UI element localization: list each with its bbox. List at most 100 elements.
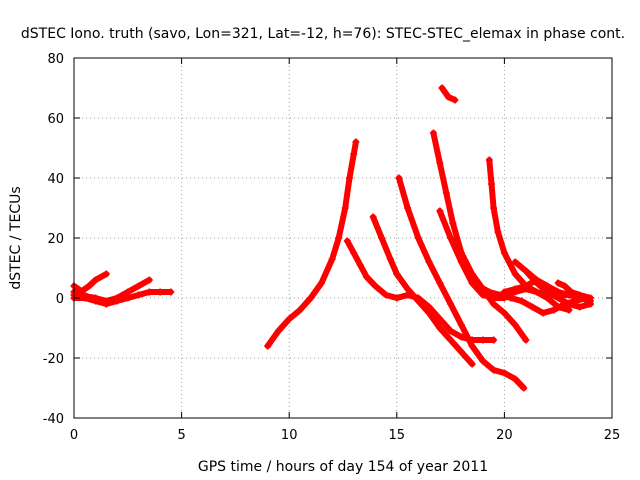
data-point: [363, 273, 371, 281]
x-tick-label: 10: [281, 428, 298, 443]
data-point: [436, 207, 444, 215]
data-point: [500, 369, 508, 377]
y-tick-label: 20: [47, 232, 64, 247]
data-point: [586, 294, 594, 302]
data-point: [369, 213, 377, 221]
series-arc-g: [395, 174, 528, 392]
data-point: [113, 297, 121, 305]
data-point: [479, 291, 487, 299]
data-point: [378, 234, 386, 242]
series-arc-e: [343, 237, 498, 344]
y-tick-label: -40: [43, 412, 64, 427]
data-point: [490, 300, 498, 308]
data-point: [264, 342, 272, 350]
y-tick-label: 0: [56, 292, 64, 307]
data-point: [554, 303, 562, 311]
data-point: [124, 294, 132, 302]
data-point: [457, 258, 465, 266]
data-point: [518, 297, 526, 305]
data-point: [74, 285, 82, 293]
data-point: [285, 315, 293, 323]
data-point: [490, 294, 498, 302]
data-point: [479, 357, 487, 365]
data-point: [468, 342, 476, 350]
data-point: [567, 288, 575, 296]
data-point: [442, 189, 450, 197]
y-axis-label: dSTEC / TECUs: [8, 186, 24, 289]
x-tick-label: 15: [389, 428, 406, 443]
data-point: [317, 279, 325, 287]
data-point: [124, 288, 132, 296]
data-point: [494, 228, 502, 236]
data-point: [500, 249, 508, 257]
data-point: [485, 288, 493, 296]
data-point: [576, 291, 584, 299]
data-point: [475, 282, 483, 290]
data-point: [586, 300, 594, 308]
data-point: [520, 384, 528, 392]
data-point: [429, 129, 437, 137]
data-point: [145, 288, 153, 296]
data-point: [395, 174, 403, 182]
data-point: [393, 294, 401, 302]
data-point: [436, 315, 444, 323]
data-point: [554, 288, 562, 296]
data-point: [167, 288, 175, 296]
series-arc-j: [438, 84, 459, 104]
data-point: [414, 234, 422, 242]
series-arc-q: [500, 276, 541, 296]
data-point: [274, 327, 282, 335]
data-point: [511, 375, 519, 383]
data-point: [522, 267, 530, 275]
series-trace: [344, 238, 497, 343]
data-point: [447, 300, 455, 308]
tick-layer: 0 5 10 15 20 25 -40 -20 0 20 40 60 80: [43, 52, 621, 443]
data-point: [350, 249, 358, 257]
data-point: [468, 360, 476, 368]
data-point: [156, 288, 164, 296]
data-point: [343, 237, 351, 245]
data-point: [356, 261, 364, 269]
data-point: [102, 300, 110, 308]
data-point: [447, 234, 455, 242]
data-point: [554, 294, 562, 302]
data-point: [528, 303, 536, 311]
data-point: [92, 276, 100, 284]
data-point: [522, 282, 530, 290]
data-point: [479, 336, 487, 344]
data-point: [565, 306, 573, 314]
series-trace: [264, 139, 359, 349]
data-point: [543, 294, 551, 302]
data-point: [382, 291, 390, 299]
data-point: [436, 279, 444, 287]
data-point: [352, 138, 360, 146]
data-point: [85, 282, 93, 290]
data-point: [565, 300, 573, 308]
grid-layer: [74, 58, 612, 418]
y-tick-label: -20: [43, 352, 64, 367]
data-point: [457, 333, 465, 341]
data-point: [554, 279, 562, 287]
data-point: [414, 297, 422, 305]
data-point: [296, 306, 304, 314]
data-point: [539, 309, 547, 317]
data-point: [511, 270, 519, 278]
data-point: [500, 309, 508, 317]
data-point: [490, 204, 498, 212]
data-point: [79, 288, 87, 296]
data-point: [500, 288, 508, 296]
data-point: [371, 282, 379, 290]
data-point: [511, 285, 519, 293]
x-tick-label: 25: [604, 428, 621, 443]
data-point: [533, 288, 541, 296]
data-point: [350, 150, 358, 158]
data-point: [81, 294, 89, 302]
data-point: [92, 297, 100, 305]
data-point: [511, 258, 519, 266]
data-point: [425, 309, 433, 317]
data-point: [328, 255, 336, 263]
data-point: [468, 279, 476, 287]
data-point: [447, 336, 455, 344]
data-point: [490, 366, 498, 374]
